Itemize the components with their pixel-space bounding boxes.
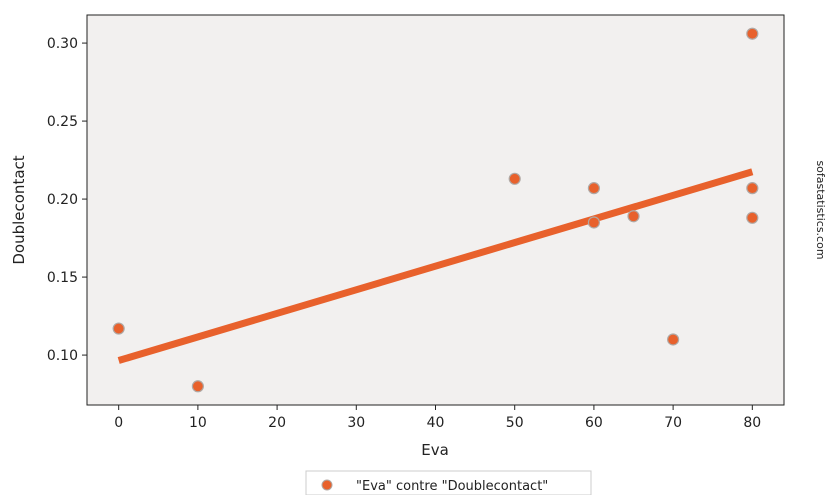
y-tick-label: 0.30 — [47, 36, 78, 52]
data-point — [627, 210, 640, 223]
legend-marker — [321, 479, 333, 491]
x-tick-label: 20 — [268, 415, 286, 431]
trend-line — [117, 168, 754, 364]
plot-area — [86, 14, 785, 406]
x-tick-label: 60 — [585, 415, 603, 431]
data-point — [746, 27, 759, 40]
watermark: sofastatistics.com — [814, 160, 827, 259]
legend-entry: "Eva" contre "Doublecontact" — [356, 479, 548, 494]
x-axis-label: Eva — [421, 441, 449, 459]
y-tick-label: 0.15 — [47, 270, 78, 286]
x-tick-label: 0 — [114, 415, 123, 431]
data-point — [746, 182, 759, 195]
legend-box — [305, 470, 592, 495]
data-point — [112, 322, 125, 335]
legend: "Eva" contre "Doublecontact" — [305, 470, 592, 495]
y-axis: 0.10 0.15 0.20 0.25 0.30 — [47, 36, 87, 364]
data-point — [746, 211, 759, 224]
x-axis: 0 10 20 30 40 50 60 70 80 — [114, 405, 761, 431]
x-tick-label: 40 — [427, 415, 445, 431]
x-tick-label: 10 — [189, 415, 207, 431]
y-tick-label: 0.25 — [47, 114, 78, 130]
y-axis-label: Doublecontact — [10, 155, 28, 264]
points-layer — [112, 27, 759, 393]
data-point — [587, 216, 601, 229]
x-tick-label: 30 — [347, 415, 365, 431]
trend-line-layer — [117, 168, 754, 364]
data-point — [191, 380, 204, 393]
x-tick-label: 70 — [664, 415, 682, 431]
x-tick-label: 50 — [506, 415, 524, 431]
y-tick-label: 0.20 — [47, 192, 78, 208]
data-point — [508, 172, 521, 185]
y-tick-label: 0.10 — [47, 348, 78, 364]
data-point — [587, 182, 601, 195]
x-tick-label: 80 — [743, 415, 761, 431]
data-point — [667, 333, 680, 346]
